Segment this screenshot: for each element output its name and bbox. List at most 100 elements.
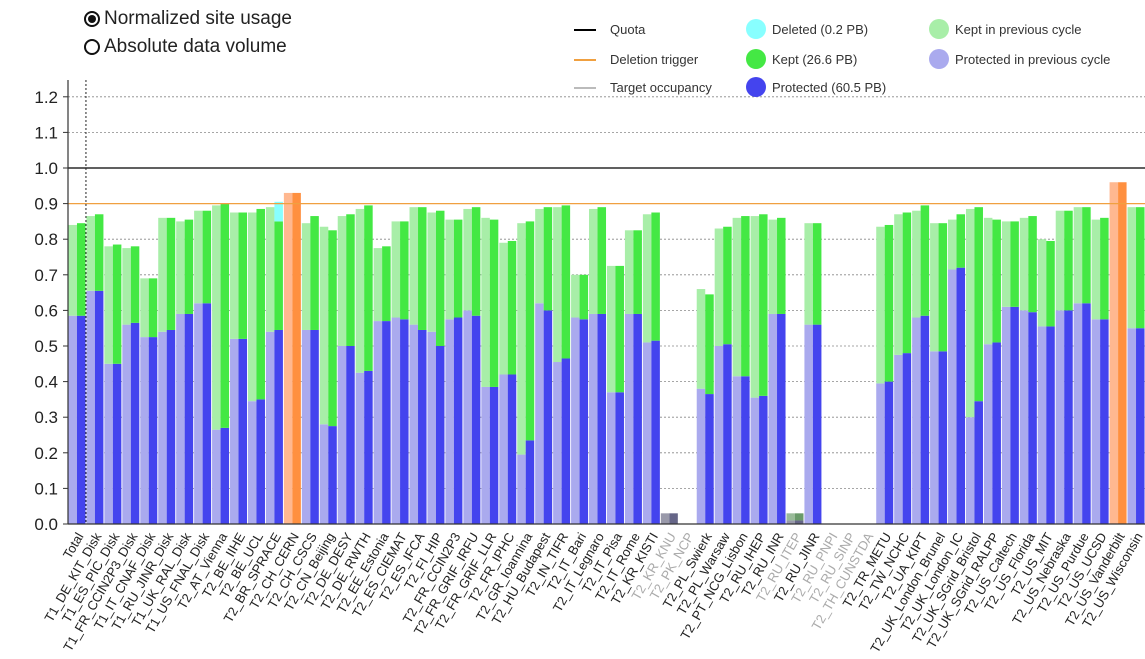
cur-kept-bar [418,207,427,330]
reference-lines [68,167,1145,205]
prev-protected-bar [140,337,149,524]
cur-kept-bar [435,210,445,346]
prev-kept-bar [696,289,706,389]
prev-kept-bar [68,224,77,316]
prev-protected-bar [983,344,993,524]
cur-kept-bar [633,230,642,314]
prev-protected-bar [589,313,598,524]
cur-kept-bar [148,278,158,338]
prev-protected-bar [68,315,77,524]
legend-protected-label: Protected (60.5 PB) [772,79,887,95]
prev-kept-bar [337,216,347,346]
cur-kept-bar [579,274,589,320]
cur-kept-bar [184,219,194,314]
cur-kept-bar [489,219,499,387]
x-tick-labels: TotalT1_DE_KIT_DiskT1_ES_PIC_DiskT1_FR_C… [41,529,1145,655]
legend-quota-label: Quota [610,22,646,37]
bars [68,182,1145,525]
radio-absolute[interactable]: Absolute data volume [84,36,287,58]
deleted-bar [274,201,283,222]
prev-protected-bar [301,329,311,524]
cur-kept-bar [615,265,624,393]
prev-protected-bar [965,417,975,524]
cur-kept-bar [166,217,176,330]
cur-kept-bar [274,221,283,330]
cur-kept-bar [220,203,230,428]
prev-protected-bar [265,331,275,524]
prev-protected-bar [445,319,454,524]
prev-kept-bar [355,208,365,373]
cur-kept-bar [902,212,912,354]
cur-over-trigger-bar [292,192,301,525]
prev-kept-bar [571,274,580,318]
cur-kept-bar [956,214,966,268]
prev-protected-bar [212,429,221,524]
radio-normalized[interactable]: Normalized site usage [84,8,292,30]
y-tick-label: 0.9 [34,195,58,214]
cur-protected-bar [920,315,930,524]
prev-kept-bar [481,217,490,387]
cur-protected-bar [220,427,230,524]
cur-kept-bar [1136,207,1145,329]
cur-protected-bar [812,324,822,524]
target-occupancy-line-icon [574,86,596,89]
cur-protected-bar [346,346,355,524]
prev-kept-bar [535,208,544,304]
prev-kept-bar [1019,217,1029,311]
cur-protected-bar [543,310,553,524]
deleted-swatch-icon [746,19,766,39]
cur-protected-bar [669,513,678,524]
prev-protected-bar [894,354,903,524]
prev-protected-bar [230,338,239,524]
cur-protected-bar [382,321,391,524]
prev-kept-bar [265,207,275,332]
prev-protected-bar [732,376,742,524]
cur-protected-bar [400,319,409,524]
legend-kept-label: Kept (26.6 PB) [772,51,858,67]
prev-kept-bar [158,217,167,332]
cur-protected-bar [274,329,283,524]
radio-selected-icon[interactable] [84,11,100,27]
prev-kept-bar [714,228,724,346]
cur-protected-bar [130,322,140,524]
prev-kept-bar [642,214,652,343]
cur-protected-bar [777,313,786,524]
legend-target-occupancy: Target occupancy [574,80,712,95]
prev-protected-bar [696,388,706,524]
radio-unselected-icon[interactable] [84,39,100,55]
prev-protected-bar [86,290,95,524]
prev-kept-bar [445,219,454,320]
cur-kept-bar [453,219,463,318]
cur-protected-bar [633,313,642,524]
prev-kept-bar [176,221,185,314]
prev-kept-bar [301,223,311,330]
cur-kept-bar [238,212,248,339]
prev-kept-bar [894,214,903,355]
prev-kept-bar [247,212,257,402]
cur-protected-bar [705,394,714,524]
prev-kept-bar [122,248,131,325]
y-tick-label: 0.3 [34,408,58,427]
cur-kept-bar [202,210,212,304]
cur-kept-bar [723,226,732,345]
cur-kept-bar [651,212,660,341]
prev-protected-bar [337,346,347,524]
legend-deletion-trigger-label: Deletion trigger [610,52,699,67]
cur-protected-bar [166,329,176,524]
prev-kept-bar [983,217,993,345]
legend-protected-prev-label: Protected in previous cycle [955,51,1111,67]
prev-protected-bar [912,317,921,524]
cur-protected-bar [76,315,86,524]
prev-protected-bar [1073,303,1083,524]
prev-protected-bar [176,313,185,524]
cur-protected-bar [956,267,966,524]
prev-kept-bar [804,223,813,325]
cur-kept-bar [1010,221,1019,307]
prev-kept-bar [768,219,778,314]
legend-deleted-label: Deleted (0.2 PB) [772,21,869,37]
cur-kept-bar [794,513,804,521]
cur-kept-bar [130,246,140,323]
prev-protected-bar [1055,310,1065,524]
grid-lines [68,96,1145,489]
